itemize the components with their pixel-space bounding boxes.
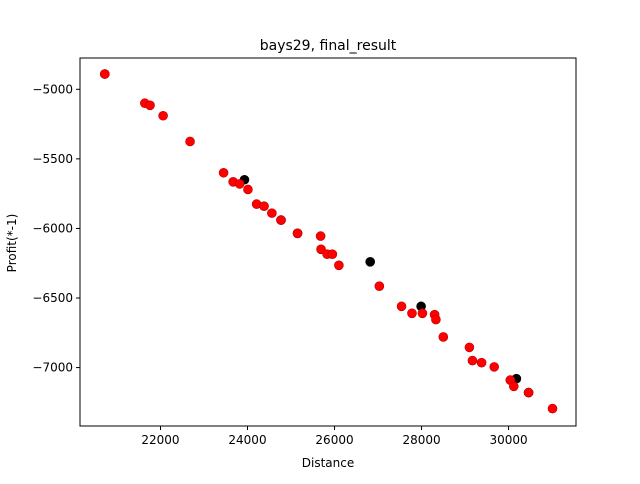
red-data-point: [145, 100, 155, 111]
red-data-point: [158, 110, 168, 121]
red-data-point: [438, 332, 449, 342]
x-tick-label: 28000: [402, 433, 440, 447]
red-data-point: [292, 228, 303, 239]
red-data-point: [334, 260, 344, 271]
red-data-point: [476, 357, 487, 368]
red-data-point: [431, 314, 441, 325]
red-data-point: [100, 69, 110, 79]
y-tick-label: −5000: [32, 82, 73, 96]
x-tick-label: 24000: [228, 433, 266, 447]
red-data-point: [243, 184, 253, 195]
y-axis-label: Profit(*-1): [5, 214, 19, 273]
black-data-point: [365, 257, 376, 267]
x-tick-label: 26000: [315, 433, 353, 447]
axis-ticks: 22000 24000 26000 28000 30000 −5000 −5500 −6000…: [32, 82, 527, 447]
red-data-point: [523, 387, 534, 398]
chart-title: bays29, final_result: [260, 38, 397, 54]
red-data-point: [218, 167, 229, 178]
red-data-point: [407, 308, 417, 319]
red-data-point: [315, 231, 326, 241]
red-data-point: [327, 249, 338, 259]
y-tick-label: −7000: [32, 361, 73, 375]
red-data-point: [417, 308, 428, 319]
data-points: [100, 69, 558, 414]
x-axis-label: Distance: [302, 456, 354, 470]
y-tick-label: −6500: [32, 291, 73, 305]
red-data-point: [259, 201, 269, 211]
plot-frame: [79, 57, 577, 427]
red-data-point: [547, 403, 558, 414]
red-data-point: [467, 355, 478, 366]
red-data-point: [396, 301, 407, 312]
y-tick-label: −6000: [32, 221, 73, 235]
red-data-point: [267, 208, 277, 218]
red-data-point: [464, 342, 475, 353]
red-data-point: [508, 381, 519, 392]
red-data-point: [185, 136, 195, 147]
y-tick-label: −5500: [32, 152, 73, 166]
x-tick-label: 30000: [489, 433, 527, 447]
red-data-point: [489, 362, 500, 372]
x-tick-label: 22000: [141, 433, 179, 447]
red-data-point: [234, 179, 245, 189]
red-data-point: [374, 281, 385, 291]
red-data-point: [276, 215, 286, 225]
